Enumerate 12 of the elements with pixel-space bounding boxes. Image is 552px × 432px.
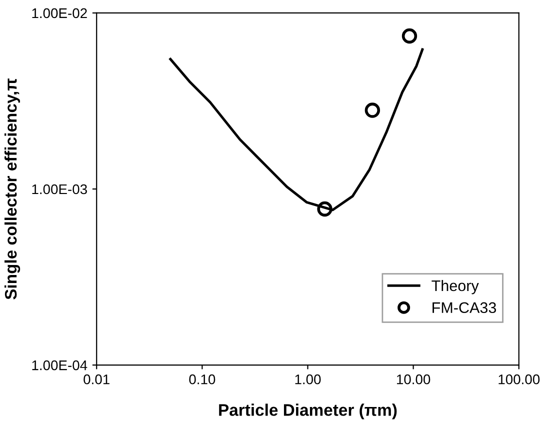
- x-tick-label: 1.00: [295, 374, 321, 384]
- y-tick-label: 1.00E-04: [32, 360, 88, 370]
- y-axis-title: Single collector efficiency,π: [4, 78, 20, 300]
- x-axis-title: Particle Diameter (πm): [219, 404, 397, 420]
- legend-label: Theory: [432, 280, 479, 294]
- y-tick-label: 1.00E-03: [32, 184, 87, 194]
- x-tick-label: 10.00: [396, 374, 430, 384]
- x-tick-label: 0.10: [189, 374, 216, 384]
- y-tick-label: 1.00E-02: [32, 8, 87, 18]
- x-tick-label: 100.00: [498, 374, 540, 384]
- legend-label: FM-CA33: [432, 302, 496, 314]
- x-tick-label: 0.01: [84, 374, 110, 384]
